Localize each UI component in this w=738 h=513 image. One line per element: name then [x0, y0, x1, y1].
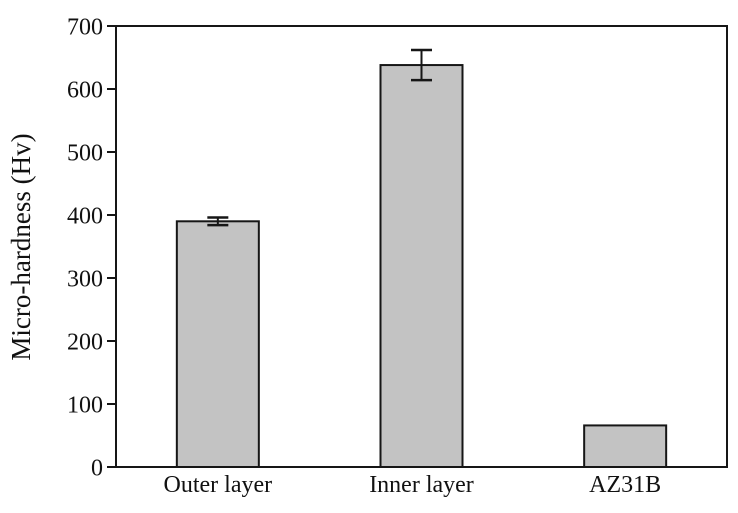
bar-az31b: [583, 424, 668, 469]
y-tick-label: 400: [67, 204, 103, 230]
y-axis-label: Micro-hardness (Hv): [6, 133, 36, 360]
y-tick-label: 500: [67, 141, 103, 167]
x-category-label-az31b: AZ31B: [589, 472, 661, 498]
plot-area: 0 100 200 300 400 500 600 700 Outer layer Inner l…: [67, 15, 728, 498]
y-tick-label: 200: [67, 330, 103, 356]
y-tick-label: 700: [67, 15, 103, 41]
x-category-label-inner-layer: Inner layer: [369, 472, 474, 498]
y-tick-label: 600: [67, 78, 103, 104]
bar-inner-layer: [379, 64, 464, 468]
y-tick-label: 300: [67, 267, 103, 293]
x-category-label-outer-layer: Outer layer: [164, 472, 273, 498]
bar-outer-layer: [175, 220, 260, 468]
y-tick-label: 0: [91, 456, 103, 482]
y-tick-label: 100: [67, 393, 103, 419]
